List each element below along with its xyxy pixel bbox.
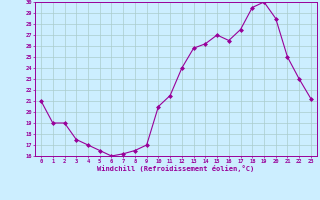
X-axis label: Windchill (Refroidissement éolien,°C): Windchill (Refroidissement éolien,°C) (97, 165, 255, 172)
